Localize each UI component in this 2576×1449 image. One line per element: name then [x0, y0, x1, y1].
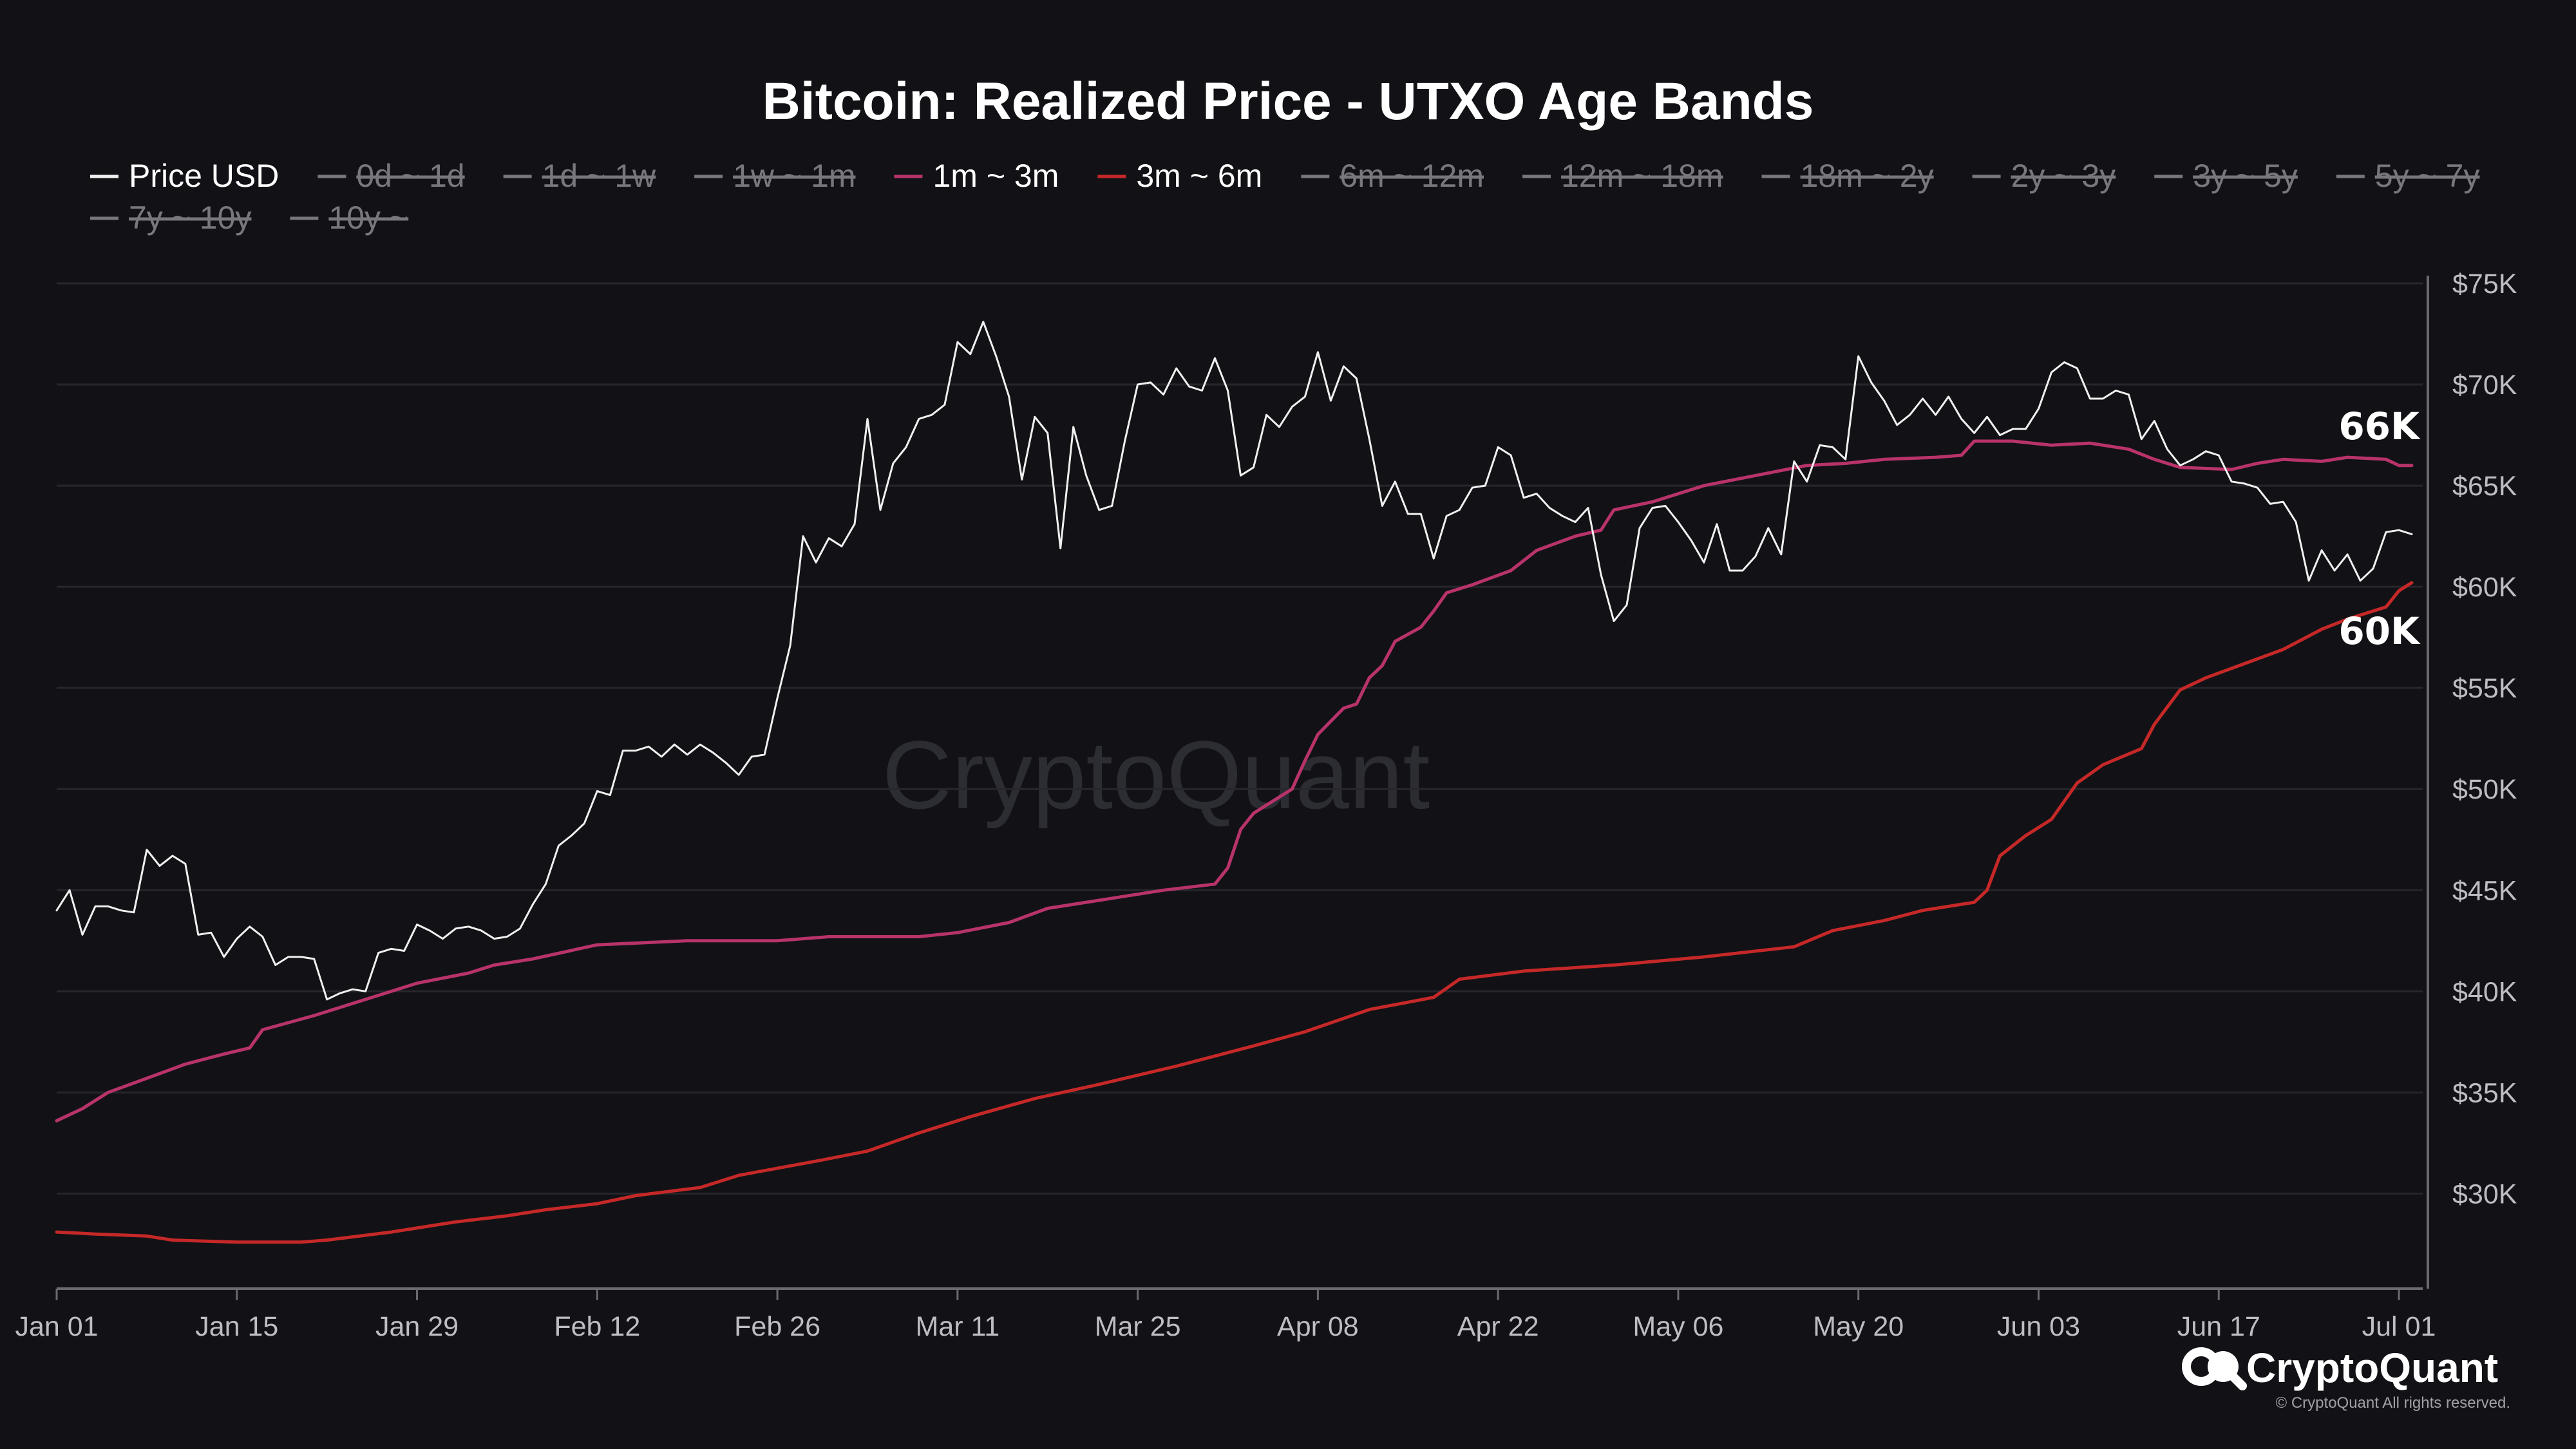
- brand-logo: CryptoQuant © CryptoQuant All rights res…: [2182, 1345, 2511, 1412]
- y-tick-label: $45K: [2452, 875, 2517, 906]
- x-tick-label: Apr 22: [1457, 1311, 1539, 1342]
- y-tick-label: $60K: [2452, 572, 2517, 603]
- legend: Price USD 0d ~ 1d 1d ~ 1w 1w ~ 1m 1m ~ 3m 3m …: [90, 158, 2480, 236]
- x-tick-label: Jun 17: [2177, 1311, 2260, 1342]
- x-tick-label: Jan 29: [375, 1311, 459, 1342]
- y-tick-label: $55K: [2452, 673, 2517, 704]
- x-tick-label: Feb 26: [734, 1311, 820, 1342]
- brand-name: CryptoQuant: [2246, 1345, 2498, 1391]
- series-line-1m-3m: [55, 439, 2414, 1122]
- y-tick-label: $75K: [2452, 269, 2517, 299]
- callout-label: 60K: [2338, 609, 2421, 653]
- x-tick-label: Feb 12: [554, 1311, 640, 1342]
- series-line-3m-6m: [55, 581, 2414, 1244]
- legend-item[interactable]: 5y ~ 7y: [2336, 158, 2480, 194]
- axes: [55, 276, 2429, 1300]
- x-tick-label: May 20: [1813, 1311, 1904, 1342]
- watermark: CryptoQuant: [882, 721, 1430, 829]
- legend-label: 3m ~ 6m: [1136, 158, 1262, 194]
- legend-item[interactable]: 1d ~ 1w: [503, 158, 656, 194]
- legend-item[interactable]: 7y ~ 10y: [90, 200, 252, 236]
- legend-item[interactable]: 18m ~ 2y: [1761, 158, 1934, 194]
- y-tick-label: $30K: [2452, 1179, 2517, 1209]
- legend-item[interactable]: 1m ~ 3m: [894, 158, 1059, 194]
- legend-label: Price USD: [129, 158, 279, 194]
- tick-labels: $30K $35K $40K $45K $50K $55K $60K $65K $70K $75K…: [15, 269, 2517, 1342]
- callout-label: 66K: [2338, 404, 2421, 448]
- y-tick-label: $35K: [2452, 1077, 2517, 1108]
- callouts: 66K 60K: [2338, 404, 2421, 653]
- legend-item[interactable]: Price USD: [90, 158, 279, 194]
- x-tick-label: Jul 01: [2362, 1311, 2436, 1342]
- y-tick-label: $50K: [2452, 774, 2517, 805]
- legend-item[interactable]: 1w ~ 1m: [694, 158, 856, 194]
- y-tick-label: $40K: [2452, 976, 2517, 1007]
- x-tick-label: Mar 11: [916, 1311, 1000, 1342]
- legend-label: 1m ~ 3m: [933, 158, 1059, 194]
- legend-item[interactable]: 2y ~ 3y: [1972, 158, 2116, 194]
- grid-lines: [57, 282, 2423, 1195]
- legend-item[interactable]: 3m ~ 6m: [1097, 158, 1262, 194]
- x-tick-label: Jan 01: [15, 1311, 98, 1342]
- x-tick-label: Mar 25: [1095, 1311, 1181, 1342]
- legend-item[interactable]: 12m ~ 18m: [1522, 158, 1723, 194]
- copyright-text: © CryptoQuant All rights reserved.: [2276, 1394, 2511, 1412]
- x-tick-label: May 06: [1633, 1311, 1723, 1342]
- y-tick-label: $70K: [2452, 370, 2517, 401]
- legend-item[interactable]: 0d ~ 1d: [317, 158, 465, 194]
- x-tick-label: Jun 03: [1997, 1311, 2080, 1342]
- x-tick-label: Apr 08: [1277, 1311, 1359, 1342]
- legend-item[interactable]: 3y ~ 5y: [2154, 158, 2298, 194]
- series-line-price-usd: [55, 321, 2413, 1001]
- series-lines: [55, 321, 2414, 1244]
- y-tick-label: $65K: [2452, 471, 2517, 502]
- legend-item[interactable]: 10y ~: [290, 200, 409, 236]
- x-tick-label: Jan 15: [195, 1311, 278, 1342]
- cryptoquant-logo-icon: [2182, 1347, 2247, 1390]
- legend-item[interactable]: 6m ~ 12m: [1301, 158, 1484, 194]
- chart-title: Bitcoin: Realized Price - UTXO Age Bands: [762, 72, 1814, 131]
